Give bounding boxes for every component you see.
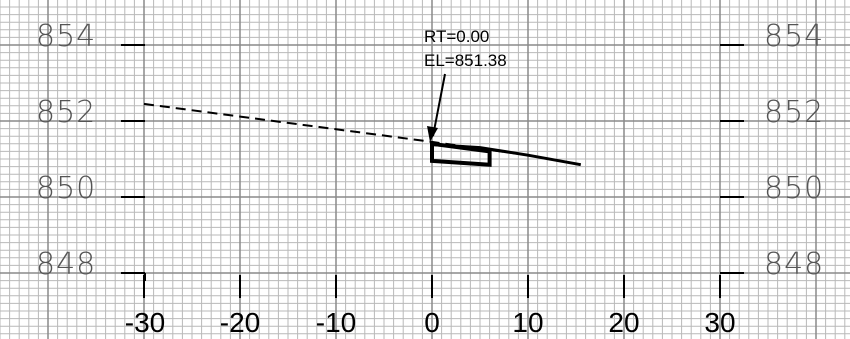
offset-label: 30 bbox=[704, 307, 735, 338]
elevation-label-left: 852 bbox=[36, 95, 96, 130]
elevation-label-right: 850 bbox=[764, 171, 824, 206]
elevation-label-left: 850 bbox=[36, 171, 96, 206]
offset-label: 10 bbox=[512, 307, 543, 338]
proposed-surface-line bbox=[431, 143, 582, 167]
offset-label: -20 bbox=[220, 307, 260, 338]
offset-label: -30 bbox=[125, 307, 165, 338]
elevation-label-left: 854 bbox=[36, 19, 96, 54]
elevation-label-left: 848 bbox=[36, 247, 96, 282]
offset-label: -10 bbox=[316, 307, 356, 338]
callout-station-text: RT=0.00 bbox=[424, 27, 489, 46]
structure-outline bbox=[430, 141, 492, 167]
callout-arrowhead-icon bbox=[427, 126, 438, 142]
elevation-label-right: 854 bbox=[764, 19, 824, 54]
axis-ticks bbox=[121, 44, 744, 298]
elevation-label-right: 852 bbox=[764, 95, 824, 130]
elevation-label-right: 848 bbox=[764, 247, 824, 282]
right-elevation-labels: 854 852 850 848 bbox=[764, 19, 824, 282]
callout-leader-line bbox=[432, 73, 446, 137]
callout-elevation-text: EL=851.38 bbox=[424, 51, 507, 70]
left-elevation-labels: 854 852 850 848 bbox=[36, 19, 96, 282]
offset-labels: -30 -20 -10 0 10 20 30 bbox=[125, 307, 736, 338]
offset-label: 20 bbox=[608, 307, 639, 338]
station-callout: RT=0.00 EL=851.38 bbox=[424, 27, 507, 142]
offset-label: 0 bbox=[424, 307, 440, 338]
